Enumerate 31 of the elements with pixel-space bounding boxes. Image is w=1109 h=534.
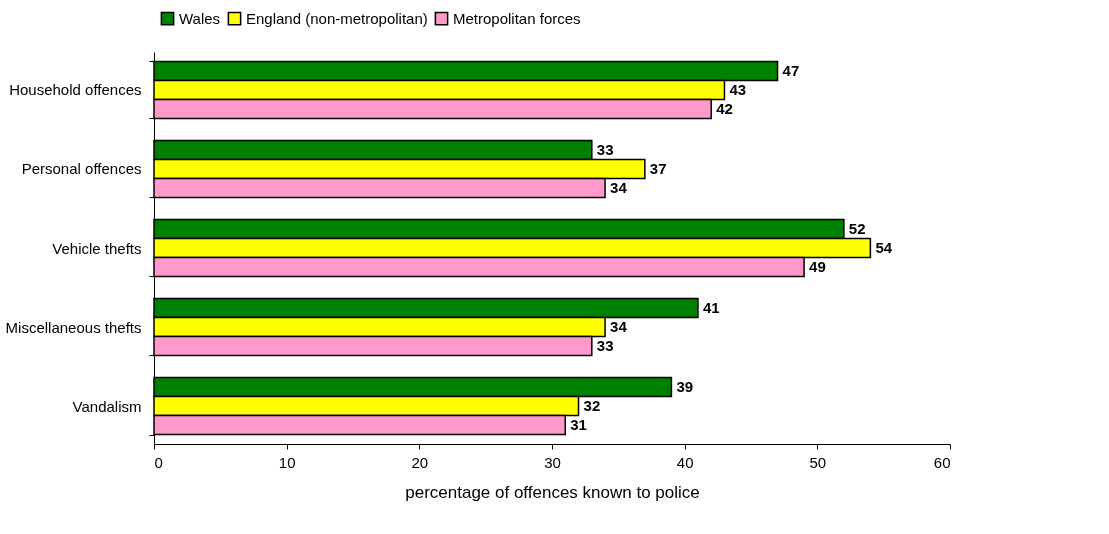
data-label: 41 [702, 299, 720, 317]
x-tick-label: 30 [544, 453, 561, 471]
data-label: 39 [676, 378, 694, 396]
legend-label: Wales [179, 9, 221, 27]
y-tick-label: Vehicle thefts [52, 239, 142, 257]
x-tick-label: 0 [154, 453, 163, 471]
x-tick-label: 40 [676, 453, 694, 471]
data-label: 49 [809, 257, 826, 275]
y-tick-label: Miscellaneous thefts [5, 318, 142, 336]
data-label: 37 [649, 159, 667, 177]
x-tick-label: 10 [278, 453, 296, 471]
data-label: 54 [875, 239, 893, 256]
data-label: 31 [570, 416, 587, 434]
y-tick-label: Household offences [9, 81, 142, 99]
x-tick-label: 20 [411, 453, 429, 471]
data-label: 34 [610, 318, 628, 336]
y-tick-label: Personal offences [21, 160, 142, 178]
data-label: 47 [782, 61, 800, 79]
x-tick-label: 50 [809, 453, 827, 471]
legend-label: Metropolitan forces [453, 9, 581, 27]
data-label: 34 [610, 178, 628, 196]
legend-label: England (non-metropolitan) [246, 9, 428, 27]
data-label: 43 [729, 80, 747, 98]
data-label: 33 [596, 141, 614, 158]
data-label: 52 [848, 220, 866, 238]
data-label: 33 [596, 337, 614, 354]
y-tick-label: Vandalism [72, 397, 142, 415]
data-label: 42 [716, 99, 733, 117]
data-label: 32 [583, 397, 601, 415]
x-tick-label: 60 [933, 453, 951, 471]
x-axis-title: percentage of offences known to police [405, 482, 700, 502]
